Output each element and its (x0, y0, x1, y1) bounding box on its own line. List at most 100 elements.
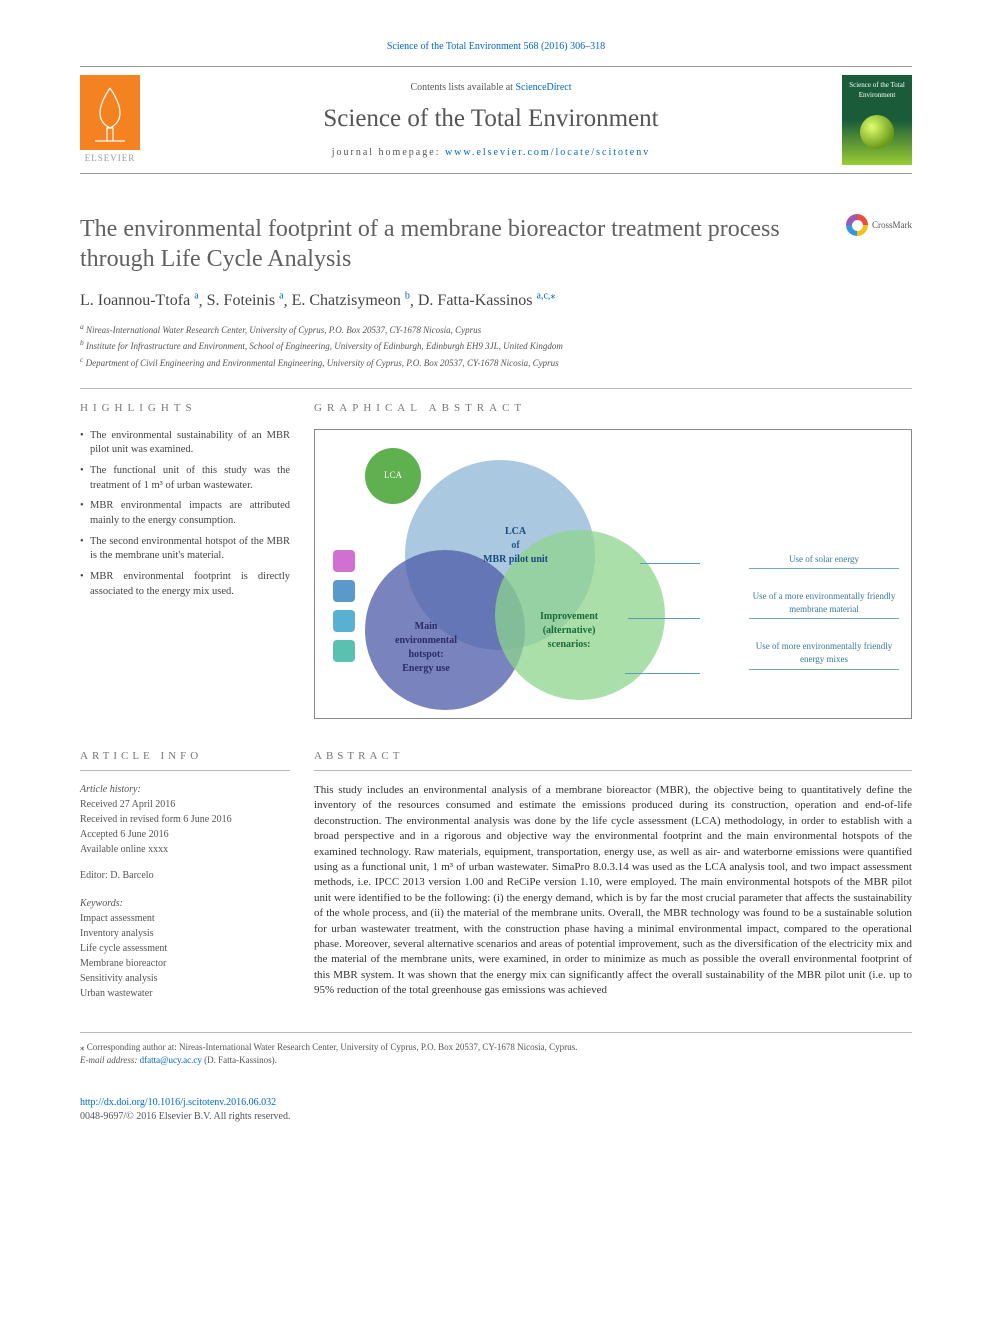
factory-icon (333, 580, 355, 602)
issn-copyright: 0048-9697/© 2016 Elsevier B.V. All right… (80, 1111, 290, 1122)
author-0: L. Ioannou-Ttofa a (80, 292, 199, 309)
graphical-abstract-figure: LCA LCA of MBR pilot unit Main environme… (314, 429, 912, 719)
improve-l1: Improvement (540, 611, 598, 622)
article-info-heading: ARTICLE INFO (80, 749, 290, 771)
keyword: Urban wastewater (80, 987, 290, 1001)
homepage-link[interactable]: www.elsevier.com/locate/scitotenv (445, 147, 650, 158)
affiliation-b: b Institute for Infrastructure and Envir… (80, 337, 912, 354)
lca-bot: MBR pilot unit (483, 554, 548, 565)
keyword: Impact assessment (80, 912, 290, 926)
hotspot-l4: Energy use (402, 663, 450, 674)
aff-key-a: a (80, 322, 84, 331)
abstract-heading: ABSTRACT (314, 749, 912, 771)
highlight-item: The functional unit of this study was th… (80, 464, 290, 493)
author-aff-2[interactable]: b (405, 291, 410, 302)
footer-separator (80, 1032, 912, 1033)
divider (80, 388, 912, 389)
connector-line (640, 563, 700, 564)
aff-key-c: c (80, 355, 83, 364)
highlights-heading: HIGHLIGHTS (80, 401, 290, 416)
affiliation-list: a Nireas-International Water Research Ce… (80, 321, 912, 371)
highlight-item: MBR environmental footprint is directly … (80, 570, 290, 599)
venn-center-label: LCA of MBR pilot unit (483, 525, 548, 567)
author-list: L. Ioannou-Ttofa a, S. Foteinis a, E. Ch… (80, 290, 912, 313)
article-citation: Science of the Total Environment 568 (20… (80, 40, 912, 54)
improve-l3: scenarios: (548, 639, 591, 650)
lca-star-bubble: LCA (365, 448, 421, 504)
beaker-icon (333, 640, 355, 662)
doi-block: http://dx.doi.org/10.1016/j.scitotenv.20… (80, 1096, 912, 1124)
corr-marker-footer: ⁎ (80, 1042, 85, 1052)
elsevier-tree-icon (80, 75, 140, 150)
article-history: Article history: Received 27 April 2016 … (80, 783, 290, 857)
connector-line (625, 673, 700, 674)
hotspot-l2: environmental (395, 635, 457, 646)
scenario-bullet: Use of solar energy (749, 550, 899, 570)
homepage-prefix: journal homepage: (332, 147, 445, 158)
flask-icon (333, 550, 355, 572)
hotspot-l3: hotspot: (409, 649, 444, 660)
highlights-list: The environmental sustainability of an M… (80, 429, 290, 600)
aff-text-b: Institute for Infrastructure and Environ… (86, 341, 563, 351)
author-aff-0[interactable]: a (194, 291, 198, 302)
author-name-0: L. Ioannou-Ttofa (80, 292, 190, 309)
graphical-heading: GRAPHICAL ABSTRACT (314, 401, 912, 416)
highlight-item: The environmental sustainability of an M… (80, 429, 290, 458)
hotspot-label: Main environmental hotspot: Energy use (395, 620, 457, 676)
droplet-icon (333, 610, 355, 632)
scenario-bullet: Use of more environmentally friendly ene… (749, 637, 899, 669)
journal-title: Science of the Total Environment (140, 101, 842, 136)
contents-prefix: Contents lists available at (410, 82, 515, 93)
lca-top: LCA (505, 526, 526, 537)
email-label: E-mail address: (80, 1055, 140, 1065)
history-head: Article history: (80, 783, 290, 797)
corr-text: Corresponding author at: Nireas-Internat… (87, 1042, 578, 1052)
author-aff-3[interactable]: a,c, (537, 291, 551, 302)
scenario-bullet: Use of a more environmentally friendly m… (749, 587, 899, 619)
keyword: Membrane bioreactor (80, 957, 290, 971)
abstract-text: This study includes an environmental ana… (314, 783, 912, 998)
author-1: S. Foteinis a (207, 292, 284, 309)
crossmark-badge[interactable]: CrossMark (846, 214, 912, 236)
history-line: Accepted 6 June 2016 (80, 828, 290, 842)
author-2: E. Chatzisymeon b (292, 292, 410, 309)
keywords-block: Keywords: Impact assessment Inventory an… (80, 897, 290, 1001)
citation-link[interactable]: Science of the Total Environment 568 (20… (387, 41, 605, 52)
lca-mid: of (511, 540, 519, 551)
keyword: Life cycle assessment (80, 942, 290, 956)
journal-cover-thumb: Science of the Total Environment (842, 75, 912, 165)
keyword: Inventory analysis (80, 927, 290, 941)
sciencedirect-link[interactable]: ScienceDirect (515, 82, 571, 93)
cover-orb-icon (860, 115, 894, 149)
crossmark-icon (846, 214, 868, 236)
keywords-head: Keywords: (80, 897, 290, 911)
scenario-bullets: Use of solar energy Use of a more enviro… (749, 550, 899, 688)
corr-email-link[interactable]: dfatta@ucy.ac.cy (140, 1055, 202, 1065)
affiliation-c: c Department of Civil Engineering and En… (80, 354, 912, 371)
journal-header: ELSEVIER Contents lists available at Sci… (80, 66, 912, 174)
cover-thumb-title: Science of the Total Environment (842, 81, 912, 101)
highlights-block: HIGHLIGHTS The environmental sustainabil… (80, 401, 290, 718)
improve-label: Improvement (alternative) scenarios: (540, 610, 598, 652)
highlight-item: MBR environmental impacts are attributed… (80, 499, 290, 528)
doi-link[interactable]: http://dx.doi.org/10.1016/j.scitotenv.20… (80, 1097, 276, 1108)
keyword: Sensitivity analysis (80, 972, 290, 986)
author-name-3: D. Fatta-Kassinos (418, 292, 533, 309)
graphical-abstract-block: GRAPHICAL ABSTRACT LCA LCA of MBR pilot … (314, 401, 912, 718)
author-aff-1[interactable]: a (279, 291, 283, 302)
article-info-block: ARTICLE INFO Article history: Received 2… (80, 749, 290, 1002)
publisher-logo-block: ELSEVIER (80, 75, 140, 165)
author-name-2: E. Chatzisymeon (292, 292, 401, 309)
corr-marker[interactable]: ⁎ (550, 291, 555, 302)
crossmark-label: CrossMark (872, 219, 912, 232)
hotspot-l1: Main (415, 621, 438, 632)
aff-text-a: Nireas-International Water Research Cent… (86, 325, 481, 335)
article-title: The environmental footprint of a membran… (80, 214, 846, 274)
history-line: Received in revised form 6 June 2016 (80, 813, 290, 827)
highlight-item: The second environmental hotspot of the … (80, 535, 290, 564)
homepage-line: journal homepage: www.elsevier.com/locat… (140, 146, 842, 160)
icon-strip (333, 550, 357, 670)
author-name-1: S. Foteinis (207, 292, 275, 309)
contents-line: Contents lists available at ScienceDirec… (140, 81, 842, 95)
history-line: Available online xxxx (80, 843, 290, 857)
